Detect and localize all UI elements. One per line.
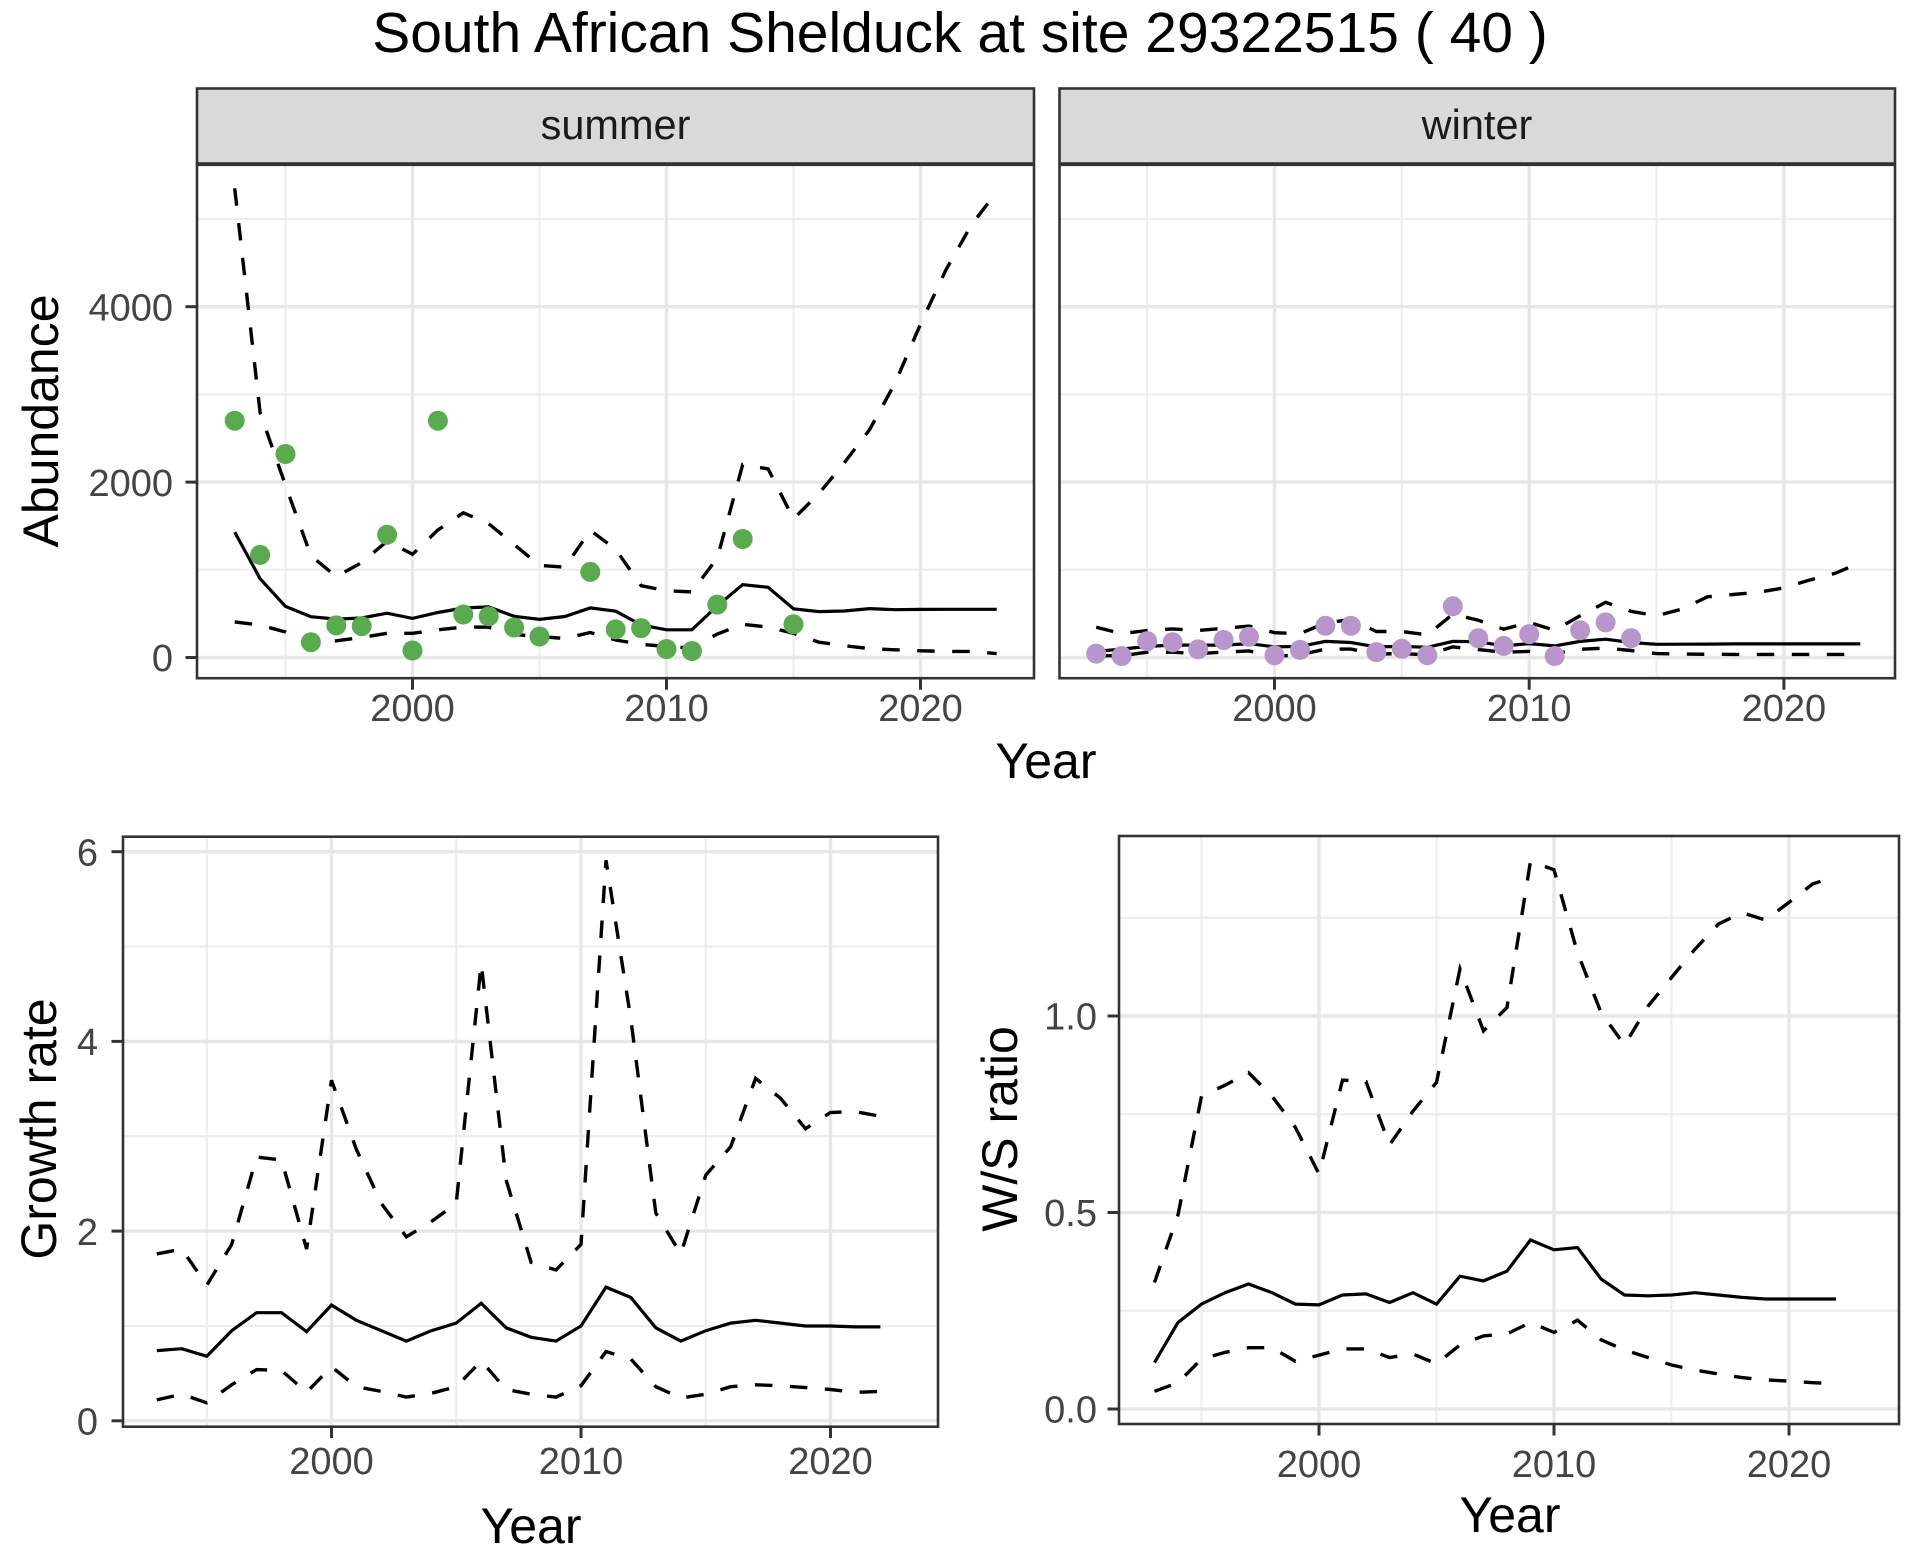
svg-text:6: 6: [77, 832, 98, 874]
svg-text:Year: Year: [1459, 1487, 1560, 1543]
svg-text:2020: 2020: [1742, 688, 1827, 730]
svg-text:0.5: 0.5: [1044, 1193, 1097, 1235]
svg-text:2020: 2020: [878, 688, 963, 730]
svg-text:2: 2: [77, 1212, 98, 1254]
svg-text:2020: 2020: [788, 1441, 873, 1483]
svg-text:2010: 2010: [1512, 1444, 1597, 1486]
svg-text:South African Shelduck at site: South African Shelduck at site 29322515 …: [372, 1, 1548, 65]
svg-text:Year: Year: [480, 1498, 581, 1554]
svg-text:2020: 2020: [1747, 1444, 1832, 1486]
svg-text:0.0: 0.0: [1044, 1390, 1097, 1432]
svg-text:4: 4: [77, 1022, 98, 1064]
svg-text:summer: summer: [541, 101, 691, 148]
svg-text:Growth rate: Growth rate: [11, 998, 67, 1259]
svg-text:Year: Year: [995, 733, 1096, 789]
svg-text:Abundance: Abundance: [13, 294, 69, 547]
svg-text:0: 0: [152, 638, 173, 680]
svg-text:2000: 2000: [88, 463, 173, 505]
svg-text:1.0: 1.0: [1044, 997, 1097, 1039]
svg-text:2000: 2000: [1232, 688, 1317, 730]
svg-text:W/S ratio: W/S ratio: [972, 1026, 1028, 1232]
svg-text:4000: 4000: [88, 287, 173, 329]
svg-text:2010: 2010: [1487, 688, 1572, 730]
svg-text:2010: 2010: [624, 688, 709, 730]
svg-text:winter: winter: [1421, 101, 1533, 148]
svg-text:2000: 2000: [370, 688, 455, 730]
svg-text:2000: 2000: [289, 1441, 374, 1483]
svg-text:2010: 2010: [539, 1441, 624, 1483]
svg-text:2000: 2000: [1277, 1444, 1362, 1486]
svg-text:0: 0: [77, 1402, 98, 1444]
